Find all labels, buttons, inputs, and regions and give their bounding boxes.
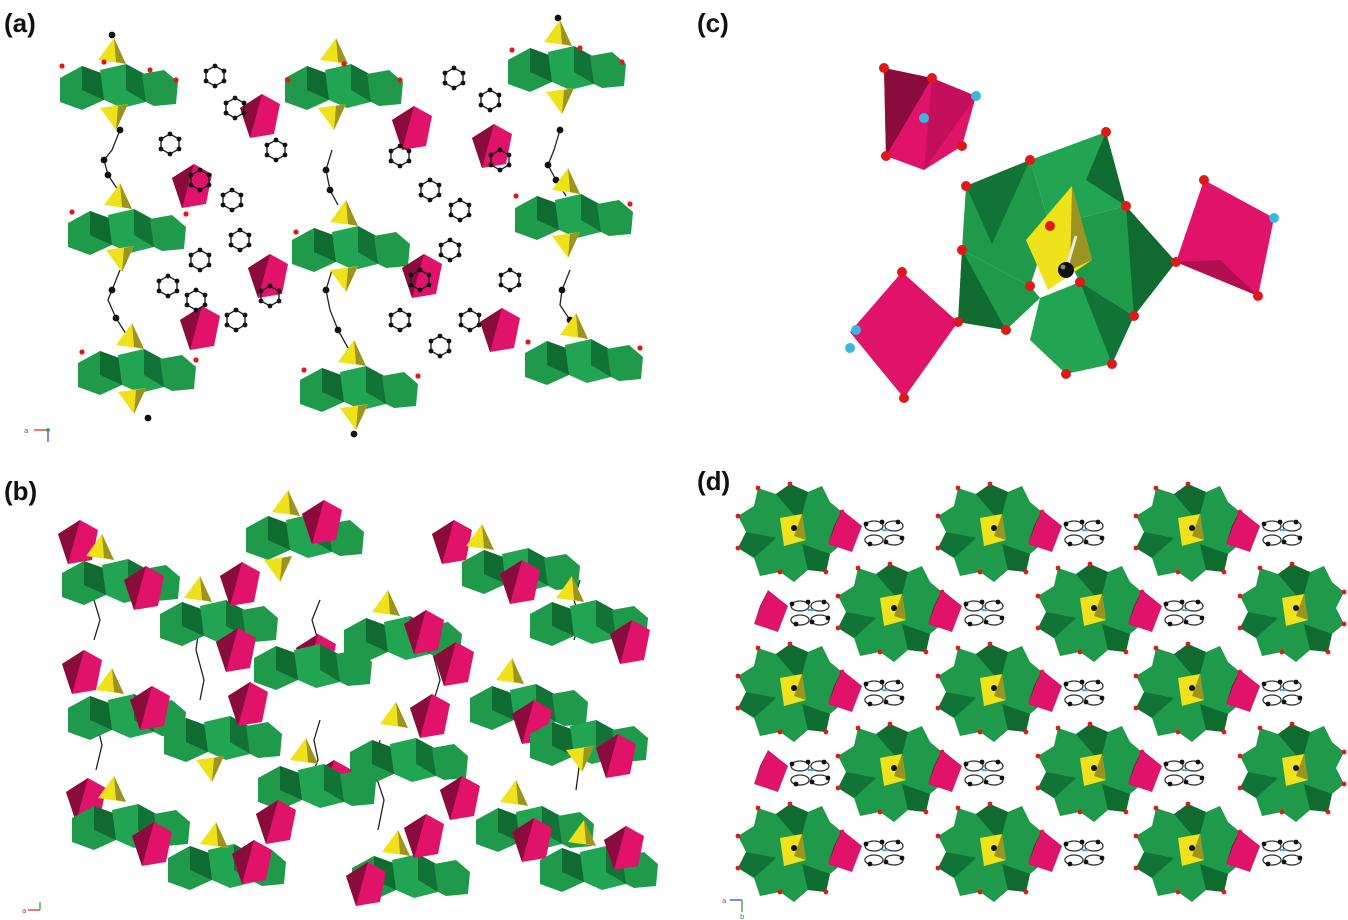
magenta-octahedron-bottom	[850, 272, 958, 398]
oxygen-atoms-c	[879, 63, 1263, 403]
cluster-group-b	[58, 490, 658, 906]
axis-label-d-h: a	[722, 897, 726, 905]
axis-indicator-d: a b	[722, 897, 745, 920]
panel-label-a: (a)	[4, 8, 36, 38]
framework-row-5	[735, 801, 1304, 902]
magenta-octahedron-top	[884, 68, 976, 170]
panel-label-b: (b)	[4, 476, 38, 506]
axis-label-b-h: a	[22, 907, 26, 915]
framework-row-2	[753, 561, 1347, 662]
framework-row-3	[735, 641, 1304, 742]
framework-row-4	[753, 721, 1347, 822]
framework-row-1	[735, 481, 1304, 582]
axis-indicator-a: a	[24, 427, 50, 442]
panel-b-structure: a	[22, 490, 658, 915]
axis-label-a-h: a	[24, 427, 28, 435]
nitrogen-atoms-c	[845, 91, 1279, 353]
panel-c-structure	[845, 63, 1279, 403]
axis-label-d-v: b	[740, 913, 745, 920]
green-cluster-central	[958, 132, 1176, 374]
magenta-octahedron-right	[1176, 180, 1274, 296]
panel-a-structure: a	[24, 14, 643, 442]
panel-label-c: (c)	[697, 8, 729, 38]
axis-indicator-b: a	[22, 902, 41, 915]
panel-label-d: (d)	[697, 466, 731, 496]
panel-d-structure: a b	[722, 481, 1347, 920]
